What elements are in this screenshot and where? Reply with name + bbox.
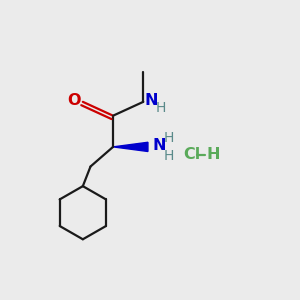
Text: N: N [145, 93, 158, 108]
Text: O: O [67, 93, 81, 108]
Text: N: N [152, 139, 166, 154]
Text: Cl: Cl [183, 148, 200, 163]
Text: H: H [164, 131, 174, 145]
Text: H: H [206, 148, 220, 163]
Text: H: H [164, 149, 174, 163]
Polygon shape [113, 142, 148, 152]
Text: H: H [156, 101, 166, 115]
